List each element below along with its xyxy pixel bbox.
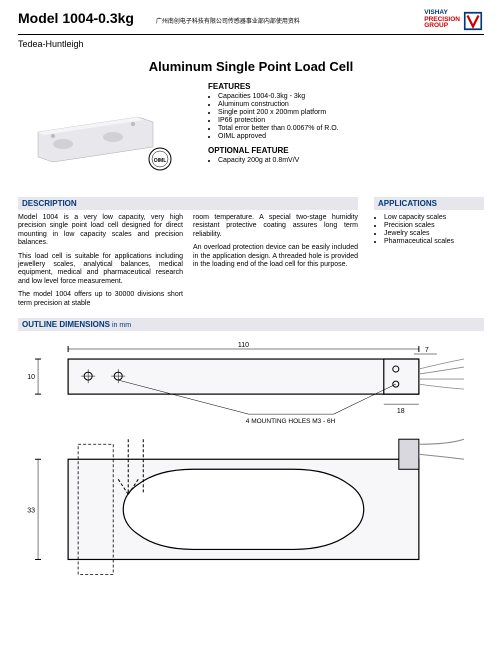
applications-list: Low capacity scales Precision scales Jew… (374, 214, 484, 245)
dim-rtop: 7 (425, 347, 429, 354)
header: Model 1004-0.3kg 广州南创电子科技有限公司传感器事业部内部使用资… (18, 10, 484, 35)
description-bar: DESCRIPTION (18, 197, 358, 210)
feature-item: OIML approved (218, 133, 484, 140)
outline-heading: OUTLINE DIMENSIONS (22, 320, 110, 329)
desc-p5: An overload protection device can be eas… (193, 244, 358, 269)
feature-item: Capacities 1004-0.3kg - 3kg (218, 93, 484, 100)
applications-heading: APPLICATIONS (378, 199, 437, 208)
app-item: Jewelry scales (384, 230, 484, 237)
app-item: Precision scales (384, 222, 484, 229)
app-item: Low capacity scales (384, 214, 484, 221)
brand-logo: VISHAY PRECISION GROUP (424, 10, 484, 32)
desc-p2: This load cell is suitable for applicati… (18, 253, 183, 287)
optional-heading: OPTIONAL FEATURE (208, 146, 484, 155)
outline-bar: OUTLINE DIMENSIONS in mm (18, 318, 484, 331)
optional-list: Capacity 200g at 0.8mV/V (208, 157, 484, 164)
features-list: Capacities 1004-0.3kg - 3kg Aluminum con… (208, 93, 484, 140)
oiml-seal-icon: OIML (149, 148, 171, 170)
dim-rw: 18 (397, 408, 405, 415)
desc-p1: Model 1004 is a very low capacity, very … (18, 214, 183, 248)
page-title: Aluminum Single Point Load Cell (18, 59, 484, 74)
optional-item: Capacity 200g at 0.8mV/V (218, 157, 484, 164)
product-image: OIML (18, 82, 188, 182)
outline-drawing: 110 10 18 7 (18, 339, 484, 590)
applications-bar: APPLICATIONS (374, 197, 484, 210)
desc-p3: The model 1004 offers up to 30000 divisi… (18, 291, 183, 308)
sub-brand: Tedea-Huntleigh (18, 37, 484, 49)
app-item: Pharmaceutical scales (384, 238, 484, 245)
feature-item: Single point 200 x 200mm platform (218, 109, 484, 116)
description-heading: DESCRIPTION (22, 199, 77, 208)
dim-sideh: 33 (27, 507, 35, 514)
feature-item: Aluminum construction (218, 101, 484, 108)
cn-note: 广州南创电子科技有限公司传感器事业部内部使用资料 (156, 19, 300, 25)
model-title: Model 1004-0.3kg (18, 10, 134, 26)
svg-text:OIML: OIML (154, 158, 167, 164)
desc-p4: room temperature. A special two-stage hu… (193, 214, 358, 239)
outline-unit: in mm (112, 322, 131, 329)
feature-item: Total error better than 0.0067% of R.O. (218, 125, 484, 132)
hole-note: 4 MOUNTING HOLES M3 - 6H (246, 418, 336, 425)
vpg-logo-icon (462, 10, 484, 32)
dim-height: 10 (27, 374, 35, 381)
logo-line3: GROUP (424, 23, 460, 30)
feature-item: IP66 protection (218, 117, 484, 124)
dim-length: 110 (238, 342, 249, 349)
features-heading: FEATURES (208, 82, 484, 91)
